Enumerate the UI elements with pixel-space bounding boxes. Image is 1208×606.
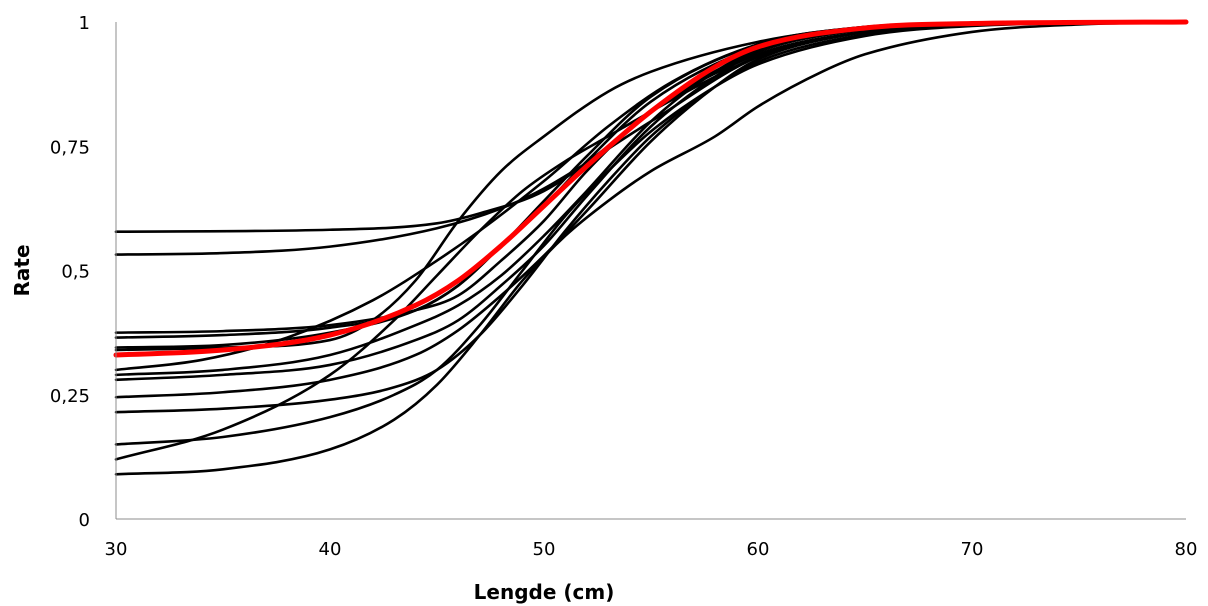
series-line-mean	[113, 19, 1189, 358]
series-line-13	[114, 20, 1188, 476]
y-tick-label: 1	[79, 13, 90, 34]
series-line-4	[114, 20, 1188, 339]
series-line-12	[114, 20, 1188, 461]
series-line-8	[114, 20, 1188, 382]
curves-group	[113, 19, 1189, 476]
y-axis-title: Rate	[10, 244, 34, 296]
x-tick-labels: 30 40 50 60 70 80	[105, 539, 1198, 560]
y-tick-label: 0,25	[50, 386, 90, 407]
series-line-10	[114, 20, 1188, 414]
x-tick-label: 60	[747, 539, 770, 560]
x-tick-label: 70	[961, 539, 984, 560]
series-line-7	[114, 20, 1188, 377]
x-tick-label: 50	[533, 539, 556, 560]
y-tick-labels: 0 0,25 0,5 0,75 1	[50, 13, 90, 531]
y-tick-label: 0	[79, 510, 90, 531]
x-axis-title: Lengde (cm)	[474, 580, 615, 604]
series-line-2	[114, 20, 1188, 256]
series-line-11	[114, 20, 1188, 446]
x-tick-label: 40	[319, 539, 342, 560]
x-tick-label: 80	[1175, 539, 1198, 560]
series-line-14	[114, 20, 1188, 352]
y-tick-label: 0,75	[50, 137, 90, 158]
series-line-3	[114, 20, 1188, 334]
x-tick-label: 30	[105, 539, 128, 560]
series-line-6	[114, 20, 1188, 372]
y-tick-label: 0,5	[61, 262, 90, 283]
